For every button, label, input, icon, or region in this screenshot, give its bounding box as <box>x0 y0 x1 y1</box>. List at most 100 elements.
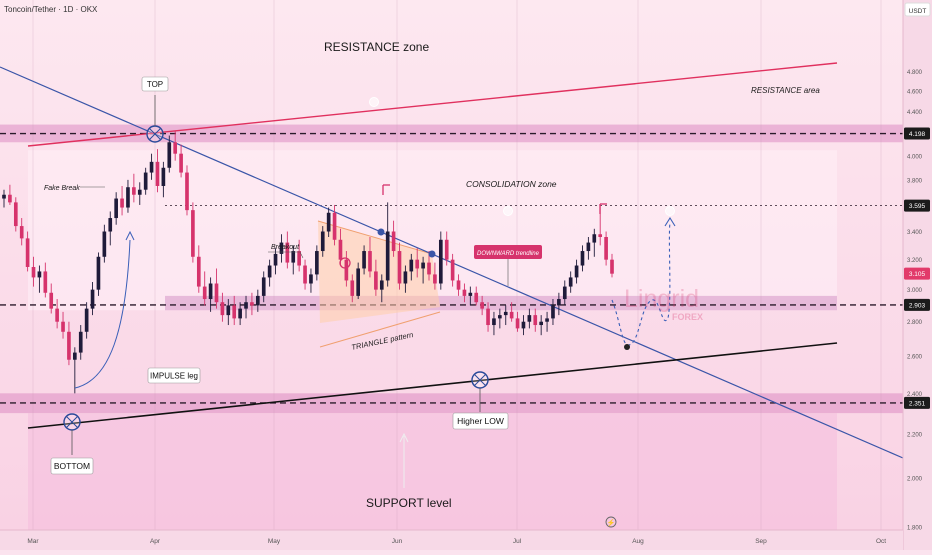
x-tick-label: Oct <box>876 538 886 545</box>
projection-path <box>611 221 671 346</box>
x-tick-label: Aug <box>632 538 644 545</box>
candle-body <box>43 271 48 293</box>
price-badge[interactable]: 2.351 <box>904 396 930 409</box>
lightning-icon <box>605 516 617 528</box>
candle <box>326 207 331 238</box>
price-badge[interactable]: 4.198 <box>904 127 930 140</box>
currency-button[interactable] <box>904 2 931 17</box>
candle-body <box>19 226 24 239</box>
support-trendline[interactable] <box>27 342 838 429</box>
candle-body <box>551 305 555 319</box>
candle <box>309 268 313 293</box>
candle <box>31 256 36 287</box>
candle-body <box>49 292 54 309</box>
candle-body <box>562 286 567 300</box>
candle <box>13 197 18 232</box>
price-badge-text: 2.351 <box>909 400 926 407</box>
candle <box>385 202 390 287</box>
zone-support-below <box>28 413 837 530</box>
candle-body <box>179 153 183 173</box>
info-circle-icon <box>369 97 379 107</box>
x-tick-label: Sep <box>755 538 767 545</box>
candle-body <box>173 142 178 154</box>
trendline-dot <box>377 228 385 236</box>
candle <box>604 231 608 266</box>
symbol-title[interactable]: Toncoin/Tether · 1D · OKX <box>4 5 98 14</box>
y-tick-label: 3.400 <box>907 230 923 236</box>
triangle-shape <box>318 221 440 323</box>
candle <box>19 218 24 246</box>
candle-body <box>438 239 443 284</box>
time-axis-panel <box>0 530 903 550</box>
price-badge[interactable]: 2.903 <box>904 298 930 311</box>
candle <box>108 211 113 246</box>
candle-body <box>78 331 83 353</box>
candle-body <box>486 308 490 326</box>
candle <box>427 251 431 281</box>
candle-body <box>137 189 142 195</box>
candle <box>539 315 543 336</box>
candle-body <box>374 271 378 290</box>
candle-body <box>226 305 231 316</box>
price-badge-box <box>904 199 930 212</box>
candle <box>179 144 183 178</box>
label-resistance-area: RESISTANCE area <box>751 86 820 95</box>
candle-body <box>155 161 160 186</box>
candle <box>610 253 614 278</box>
candle-body <box>397 251 402 284</box>
candle-body <box>492 318 496 326</box>
y-tick-label: 2.600 <box>907 355 923 361</box>
x-tick-label: Jun <box>392 538 403 545</box>
candle <box>232 295 237 326</box>
candle-body <box>332 212 337 240</box>
candle <box>149 153 154 180</box>
y-tick-label: 2.000 <box>907 477 923 483</box>
breakout-leader <box>268 251 304 259</box>
candle <box>503 305 508 326</box>
label-higher-low-text: Higher LOW <box>457 416 504 426</box>
candle-body <box>391 231 396 252</box>
candle <box>78 325 83 360</box>
candle <box>279 234 284 263</box>
candle-body <box>143 172 148 190</box>
candle <box>315 245 319 281</box>
candle <box>202 271 207 306</box>
price-badge-text: 4.198 <box>909 131 926 138</box>
candle-body <box>356 268 361 296</box>
candle-body <box>250 302 254 306</box>
candle <box>67 321 71 366</box>
price-badge[interactable]: 3.595 <box>904 199 930 212</box>
price-badge-text: 2.903 <box>909 302 926 309</box>
candle-body <box>2 194 6 199</box>
candle-body <box>586 242 591 252</box>
candle <box>545 311 549 332</box>
price-badge[interactable]: 3.105 <box>904 267 930 280</box>
candle <box>226 299 231 326</box>
candle <box>84 302 89 339</box>
candle <box>2 189 6 208</box>
candle-body <box>509 311 514 319</box>
price-badge-box <box>904 298 930 311</box>
candle <box>568 271 573 293</box>
projection-dot <box>624 344 630 350</box>
candle-body <box>114 198 118 219</box>
candle-body <box>55 308 59 322</box>
marker-cross <box>65 415 79 429</box>
candle-body <box>462 289 467 296</box>
candle <box>403 265 408 293</box>
candle-body <box>385 231 390 281</box>
currency-label: USDT <box>909 8 927 15</box>
y-tick-label: 3.200 <box>907 258 923 264</box>
label-fake-break: Fake Break <box>44 185 80 192</box>
candle <box>155 149 160 193</box>
price-badge-box <box>904 127 930 140</box>
label-top-text: TOP <box>147 80 163 89</box>
candle <box>468 286 473 306</box>
candle-body <box>362 251 366 269</box>
candle <box>368 237 372 278</box>
candle <box>255 289 260 312</box>
x-tick-label: May <box>268 538 281 545</box>
candle <box>409 253 414 281</box>
